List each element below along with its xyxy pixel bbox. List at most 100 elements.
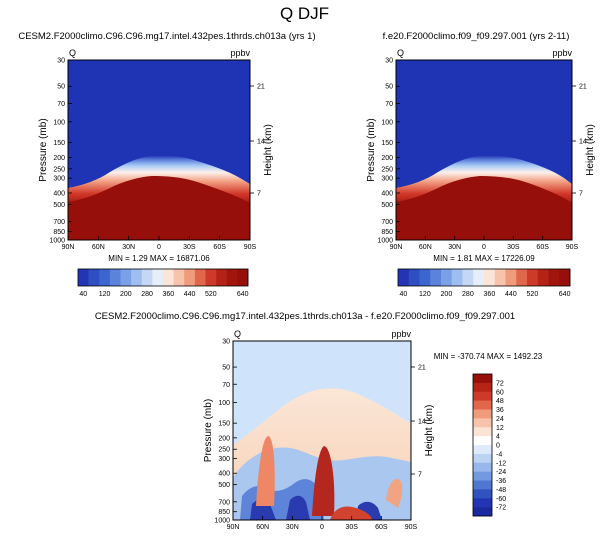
pressure-tick-label: 100 bbox=[381, 119, 393, 126]
colorbar-3-label: 4 bbox=[496, 434, 500, 441]
pressure-tick-label: 70 bbox=[385, 101, 393, 108]
pressure-tick-label: 30 bbox=[222, 339, 230, 346]
panel-3-unit-label: ppbv bbox=[391, 329, 411, 339]
pressure-tick-label: 400 bbox=[218, 471, 230, 478]
pressure-tick-label: 500 bbox=[218, 482, 230, 489]
panel-3-positive-blob-lower bbox=[330, 506, 372, 520]
height-tick-label: 14 bbox=[257, 139, 265, 146]
colorbar-2-box bbox=[419, 269, 431, 286]
pressure-tick-label: 400 bbox=[381, 190, 393, 197]
panel-1-ylabel: Pressure (mb) bbox=[38, 118, 49, 181]
colorbar-1-label: 200 bbox=[120, 291, 132, 298]
colorbar-3-label: 60 bbox=[496, 389, 504, 396]
colorbar-3-box bbox=[473, 427, 492, 437]
colorbar-2-box bbox=[484, 269, 496, 286]
pressure-tick-label: 700 bbox=[53, 219, 65, 226]
colorbar-1-box bbox=[141, 269, 153, 286]
colorbar-1-label: 40 bbox=[79, 291, 87, 298]
panel-1-ylabel-right: Height (km) bbox=[263, 124, 274, 176]
pressure-tick-label: 50 bbox=[385, 84, 393, 91]
colorbar-2-box bbox=[537, 269, 549, 286]
panel-2-title: f.e20.F2000climo.f09_f09.297.001 (yrs 2-… bbox=[382, 31, 570, 42]
latitude-tick-label: 60N bbox=[256, 524, 269, 531]
colorbar-3-label: 72 bbox=[496, 380, 504, 387]
colorbar-3-label: -24 bbox=[496, 469, 506, 476]
colorbar-2-box bbox=[451, 269, 463, 286]
colorbar-1-box bbox=[88, 269, 100, 286]
colorbar-3-box bbox=[473, 462, 492, 472]
pressure-tick-label: 700 bbox=[218, 499, 230, 506]
panel-3-ylabel-right: Height (km) bbox=[424, 405, 435, 457]
colorbar-3-label: -72 bbox=[496, 505, 506, 512]
colorbar-1-box bbox=[131, 269, 143, 286]
latitude-tick-label: 0 bbox=[157, 244, 161, 251]
colorbar-1-label: 640 bbox=[237, 291, 249, 298]
colorbar-3-box bbox=[473, 418, 492, 428]
colorbar-1-box bbox=[226, 269, 238, 286]
colorbar-1-box bbox=[78, 269, 89, 286]
latitude-tick-label: 60S bbox=[213, 244, 226, 251]
pressure-tick-label: 100 bbox=[218, 400, 230, 407]
latitude-tick-label: 60N bbox=[419, 244, 432, 251]
colorbar-2-box bbox=[505, 269, 517, 286]
colorbar-2-box bbox=[430, 269, 442, 286]
panel-1 bbox=[67, 59, 251, 241]
latitude-tick-label: 30N bbox=[448, 244, 461, 251]
colorbar-3-label: -4 bbox=[496, 451, 502, 458]
colorbar-2-frame bbox=[397, 268, 571, 287]
colorbar-3-box bbox=[473, 400, 492, 410]
pressure-tick-label: 250 bbox=[381, 166, 393, 173]
panel-1-unit-label: ppbv bbox=[230, 48, 250, 58]
latitude-tick-label: 30S bbox=[507, 244, 520, 251]
pressure-tick-label: 150 bbox=[218, 421, 230, 428]
colorbar-3-label: 0 bbox=[496, 443, 500, 450]
latitude-tick-label: 90S bbox=[566, 244, 579, 251]
height-tick-label: 7 bbox=[579, 191, 583, 198]
colorbar-3-frame bbox=[472, 373, 493, 517]
height-tick-label: 21 bbox=[257, 84, 265, 91]
colorbar-3-box bbox=[473, 382, 492, 393]
latitude-tick-label: 0 bbox=[482, 244, 486, 251]
pressure-tick-label: 250 bbox=[53, 166, 65, 173]
height-tick-label: 7 bbox=[257, 191, 261, 198]
colorbar-3-box bbox=[473, 453, 492, 464]
colorbar-1-box bbox=[99, 269, 111, 286]
panel-2-stats: MIN = 1.81 MAX = 17226.09 bbox=[433, 254, 535, 263]
panel-3 bbox=[232, 340, 412, 521]
panel-3-title: CESM2.F2000climo.C96.C96.mg17.intel.432p… bbox=[94, 311, 516, 322]
panel-2-moist-core bbox=[396, 176, 572, 240]
pressure-tick-label: 850 bbox=[381, 229, 393, 236]
colorbar-1-label: 280 bbox=[141, 291, 153, 298]
colorbar-2-box bbox=[548, 269, 560, 286]
latitude-tick-label: 60S bbox=[375, 524, 388, 531]
pressure-tick-label: 850 bbox=[53, 229, 65, 236]
colorbar-3-label: 48 bbox=[496, 398, 504, 405]
pressure-tick-label: 70 bbox=[57, 101, 65, 108]
pressure-tick-label: 400 bbox=[53, 190, 65, 197]
colorbar-1-box bbox=[109, 269, 121, 286]
colorbar-3-box bbox=[473, 471, 492, 481]
pressure-tick-label: 30 bbox=[385, 58, 393, 65]
pressure-tick-label: 70 bbox=[222, 382, 230, 389]
colorbar-2-box bbox=[516, 269, 528, 286]
colorbar-2-label: 640 bbox=[559, 291, 571, 298]
colorbar-1-frame bbox=[77, 268, 249, 287]
colorbar-2-box bbox=[441, 269, 453, 286]
colorbar-2-box bbox=[473, 269, 485, 286]
pressure-tick-label: 500 bbox=[381, 202, 393, 209]
pressure-tick-label: 1000 bbox=[214, 518, 230, 525]
colorbar-1-box bbox=[184, 269, 196, 286]
colorbar-1-box bbox=[173, 269, 185, 286]
latitude-tick-label: 90S bbox=[244, 244, 257, 251]
panel-3-ylabel: Pressure (mb) bbox=[203, 399, 214, 462]
colorbar-2-label: 40 bbox=[399, 291, 407, 298]
colorbar-1-box bbox=[216, 269, 228, 286]
pressure-tick-label: 200 bbox=[218, 435, 230, 442]
pressure-tick-label: 700 bbox=[381, 219, 393, 226]
panel-2-variable-label: Q bbox=[397, 48, 404, 58]
colorbar-3-label: -48 bbox=[496, 487, 506, 494]
colorbar-3-box bbox=[473, 498, 492, 508]
pressure-tick-label: 200 bbox=[381, 155, 393, 162]
latitude-tick-label: 30N bbox=[286, 524, 299, 531]
